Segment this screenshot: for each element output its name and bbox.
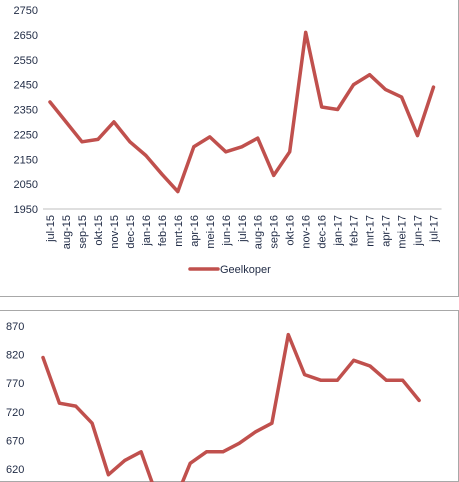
- chart-bottom-svg: 620 670 720 770 820 870: [6, 321, 421, 482]
- x-tick-label: dec-16: [317, 215, 329, 249]
- data-point: [335, 378, 339, 382]
- data-point: [74, 404, 78, 408]
- y-tick-label: 2550: [14, 55, 38, 67]
- x-tick-label: mrt-17: [365, 215, 377, 247]
- data-point: [160, 172, 164, 176]
- data-point: [90, 421, 94, 425]
- data-point: [286, 333, 290, 337]
- data-point: [336, 108, 340, 111]
- data-point: [304, 30, 308, 34]
- y-tick-label: 1950: [14, 204, 38, 216]
- series-line-geelkoper: [48, 30, 436, 194]
- data-point: [384, 88, 388, 92]
- data-point: [144, 154, 148, 158]
- data-point: [272, 173, 276, 177]
- legend-label: Geelkoper: [220, 264, 271, 276]
- data-point: [112, 120, 116, 124]
- data-point: [368, 364, 372, 368]
- data-point: [41, 355, 45, 359]
- chart-top-svg: 1950 2050 2150 2250 2350 2450 2550 2650 2750 jul-…: [14, 5, 442, 276]
- data-point: [128, 140, 132, 144]
- y-tick-label: 2150: [14, 154, 38, 166]
- data-point: [188, 461, 192, 465]
- data-point: [254, 430, 258, 434]
- y-tick-label: 870: [6, 321, 24, 333]
- data-point: [270, 421, 274, 425]
- x-tick-label: mrt-16: [173, 215, 185, 247]
- x-tick-label: jun-16: [221, 215, 233, 247]
- y-tick-label: 620: [6, 464, 24, 476]
- data-point: [319, 378, 323, 382]
- series-line: [41, 332, 421, 482]
- x-tick-label: aug-16: [253, 215, 265, 249]
- x-tick-label: okt-16: [285, 215, 297, 246]
- y-tick-label: 2350: [14, 105, 38, 117]
- data-point: [352, 358, 356, 362]
- data-point: [192, 145, 196, 149]
- x-tick-label: nov-16: [301, 215, 313, 249]
- data-point: [432, 85, 436, 89]
- data-point: [123, 458, 127, 462]
- x-tick-label: nov-15: [109, 215, 121, 249]
- data-point: [221, 450, 225, 454]
- x-tick-label: jul-16: [237, 215, 249, 243]
- data-point: [368, 73, 372, 77]
- data-point: [48, 100, 52, 104]
- x-tick-label: dec-15: [125, 215, 137, 249]
- data-point: [400, 95, 404, 99]
- x-tick-label: mei-16: [205, 215, 217, 249]
- x-tick-label: jan-16: [141, 215, 153, 247]
- x-tick-label: apr-17: [381, 215, 393, 247]
- data-point: [80, 140, 84, 144]
- x-tick-label: sep-16: [269, 215, 281, 249]
- x-tick-label: feb-16: [157, 215, 169, 246]
- data-point: [64, 120, 68, 124]
- y-tick-label: 2650: [14, 30, 38, 42]
- y-tick-label: 2450: [14, 80, 38, 92]
- y-tick-label: 2250: [14, 129, 38, 141]
- data-point: [224, 150, 228, 154]
- x-tick-label: aug-15: [61, 215, 73, 249]
- data-point: [288, 150, 292, 154]
- x-tick-label: jan-17: [333, 215, 345, 247]
- x-tick-label: jul-17: [429, 215, 441, 243]
- data-point: [416, 134, 420, 138]
- y-tick-label: 2750: [14, 5, 38, 17]
- data-point: [205, 450, 208, 454]
- data-point: [96, 137, 100, 141]
- x-tick-label: jun-17: [413, 215, 425, 247]
- data-point: [384, 378, 388, 382]
- x-tick-label: okt-15: [93, 215, 105, 246]
- data-point: [176, 190, 180, 194]
- data-point: [417, 398, 421, 402]
- data-point: [57, 401, 61, 405]
- x-tick-label: apr-16: [189, 215, 201, 247]
- data-point: [240, 145, 244, 149]
- y-tick-label: 820: [6, 350, 24, 362]
- data-point: [303, 373, 307, 377]
- x-tick-label: mei-17: [397, 215, 409, 249]
- y-tick-label: 770: [6, 378, 24, 390]
- data-point: [139, 450, 143, 454]
- data-point: [256, 136, 260, 140]
- x-tick-label: feb-17: [349, 215, 361, 246]
- y-tick-label: 2050: [14, 179, 38, 191]
- chart-panel-top: 1950 2050 2150 2250 2350 2450 2550 2650 2750 jul-…: [0, 0, 459, 297]
- x-tick-label: jul-15: [45, 215, 57, 243]
- y-tick-label: 670: [6, 435, 24, 447]
- data-point: [208, 135, 212, 139]
- chart-panel-bottom: 620 670 720 770 820 870: [0, 310, 459, 482]
- data-point: [237, 441, 241, 445]
- data-point: [352, 83, 356, 87]
- data-point: [320, 105, 324, 109]
- y-tick-label: 720: [6, 407, 24, 419]
- x-tick-label: sep-15: [77, 215, 89, 249]
- data-point: [401, 378, 405, 382]
